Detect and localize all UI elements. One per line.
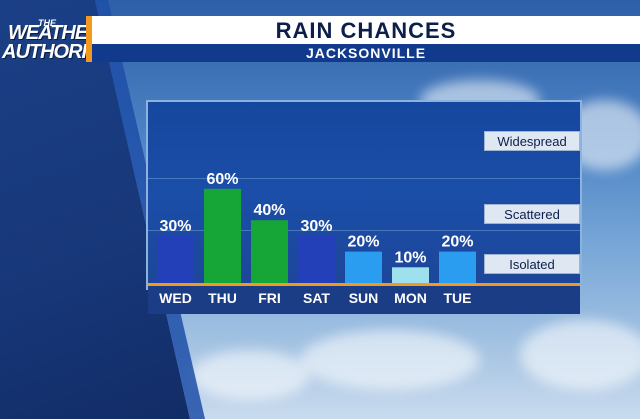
bar-wed (157, 235, 194, 283)
cloud (300, 330, 480, 390)
day-label-thu: THU (208, 290, 237, 306)
level-label-scattered: Scattered (484, 204, 580, 224)
bar-fri (251, 220, 288, 283)
cloud (520, 320, 640, 390)
day-label-wed: WED (159, 290, 192, 306)
bar-tue (439, 251, 476, 283)
day-label-tue: TUE (443, 290, 472, 306)
bar-sun (345, 251, 382, 283)
day-label-sat: SAT (303, 290, 330, 306)
chart-title: RAIN CHANCES (275, 18, 457, 43)
day-label-mon: MON (394, 290, 427, 306)
weather-authority-logo: THE WEATHER AUTHORITY (2, 8, 111, 63)
chart-baseline (148, 283, 580, 286)
cloud (190, 350, 310, 400)
level-label-widespread: Widespread (484, 131, 580, 151)
subtitle-bar (92, 44, 640, 62)
logo-the: THE (38, 18, 56, 28)
level-label-isolated: Isolated (484, 254, 580, 274)
title-bar (92, 16, 640, 44)
day-label-fri: FRI (258, 290, 281, 306)
bar-value-wed: 30% (159, 218, 191, 235)
rain-chance-bar-chart: 30% 60% 40% 30% 20% 10% 20% (157, 171, 476, 283)
bar-value-mon: 10% (394, 249, 426, 266)
bar-value-sun: 20% (347, 234, 379, 251)
bar-value-tue: 20% (441, 234, 473, 251)
bar-value-fri: 40% (253, 202, 285, 219)
bar-value-thu: 60% (206, 171, 238, 188)
chart-subtitle: JACKSONVILLE (305, 45, 427, 61)
chart-label-strip (148, 286, 580, 314)
logo-weather: WEATHER (8, 22, 102, 44)
day-label-sun: SUN (348, 290, 379, 306)
bar-sat (298, 235, 335, 283)
logo-authority: AUTHORITY (2, 41, 111, 63)
gridline-scattered (148, 178, 580, 179)
bar-mon (392, 267, 429, 283)
bar-value-sat: 30% (300, 218, 332, 235)
title-accent-bar (86, 16, 92, 62)
bar-thu (204, 188, 241, 283)
gridline-isolated (148, 230, 580, 231)
